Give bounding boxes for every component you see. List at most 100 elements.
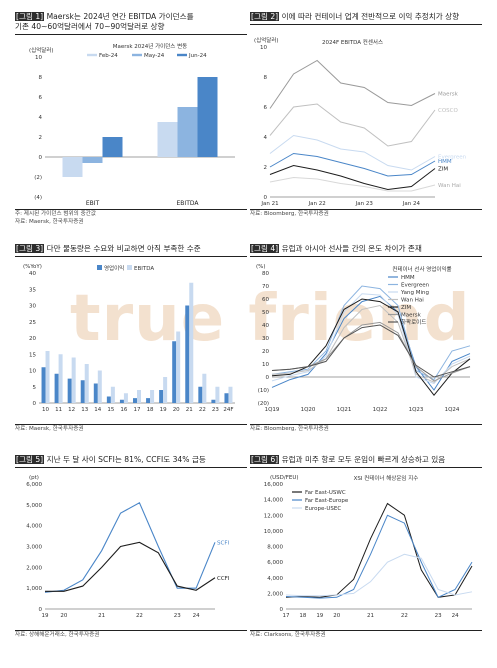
y-tick-label: 12,000	[264, 513, 284, 519]
x-tick-label: 11	[55, 407, 62, 413]
legend-label: 영업이익	[104, 264, 124, 272]
bar-Jun-24-EBITDA	[197, 77, 218, 157]
y-tick-label: 0	[266, 375, 270, 381]
bar-EBITDA-17	[137, 390, 141, 403]
series-label: HMM	[438, 159, 452, 165]
series-line-Wan Hai	[271, 304, 471, 383]
x-tick-label: 18	[147, 407, 154, 413]
y-tick-label: 5,000	[26, 503, 42, 509]
x-tick-label: 12	[68, 407, 75, 413]
title-line-1: Maersk는 2024년 연간 EBITDA 가이던스를	[46, 12, 194, 21]
x-tick-label: Jan 21	[260, 201, 278, 207]
chart-subtitle: 2024F EBITDA 컨센서스	[322, 38, 383, 46]
source-text: 자료: Bloomberg, 한국투자증권	[250, 426, 329, 432]
title-line-1: 지난 두 달 사이 SCFI는 81%, CCFI도 34% 급등	[46, 455, 206, 464]
source-text: 자료: Maersk, 한국투자증권	[15, 219, 84, 225]
x-tick-label: 1Q24	[445, 407, 460, 413]
legend-label: Feb-24	[99, 53, 118, 59]
bar-영업이익-15	[106, 396, 111, 403]
bar-May-24-EBITDA	[177, 107, 198, 157]
x-tick-label: 21	[186, 407, 193, 413]
panel-2-title: [그림 2] 이에 따라 컨테이너 업계 전반적으로 이익 추정치가 상향	[250, 12, 459, 22]
series-line-Evergreen	[271, 285, 471, 381]
x-tick-label: 17	[283, 613, 290, 619]
y-tick-label: 6,000	[26, 482, 42, 488]
x-tick-label: 24	[452, 613, 459, 619]
y-tick-label: 4	[264, 135, 268, 141]
series-label: Maersk	[438, 92, 459, 98]
x-tick-label: 18	[299, 613, 306, 619]
y-tick-label: 20	[262, 349, 269, 355]
source-text: 자료: 상해해운거래소, 한국투자증권	[15, 632, 100, 638]
legend-label: Europe-USEC	[305, 506, 341, 512]
panel-5-title: [그림 5] 지난 두 달 사이 SCFI는 81%, CCFI도 34% 급등	[15, 455, 206, 465]
panel-4: [그림 4] 유럽과 아시아 선사들 간의 온도 차이가 존재 (20) (10)…	[250, 244, 482, 434]
y-tick-label: 4,000	[26, 524, 42, 530]
x-tick-label: 19	[42, 613, 49, 619]
title-rule	[250, 256, 482, 257]
bar-영업이익-18	[146, 398, 151, 403]
source-text: 자료: Clarksons, 한국투자증권	[250, 632, 326, 638]
y-tick-label: 8,000	[267, 545, 283, 551]
bar-영업이익-22	[198, 386, 203, 403]
bar-영업이익-11	[54, 373, 59, 403]
bar-EBITDA-16	[123, 393, 128, 403]
x-tick-label: 19	[160, 407, 167, 413]
y-tick-label: 4	[39, 115, 43, 121]
bar-영업이익-16	[119, 399, 124, 403]
series-line-HMM	[269, 152, 436, 177]
y-tick-label: 0	[39, 607, 43, 613]
legend-label: Jun-24	[188, 53, 207, 59]
y-axis-label: (%YoY)	[23, 264, 42, 270]
series-line-Maersk	[269, 59, 436, 109]
y-tick-label: 0	[280, 607, 284, 613]
source-rule	[250, 424, 482, 425]
bar-영업이익-20	[172, 341, 177, 403]
panel-3-title: [그림 3] 다만 물동량은 수요와 비교하면 아직 부족한 수준	[15, 244, 201, 254]
figure-tag: [그림 1]	[15, 12, 45, 21]
title-rule	[250, 467, 482, 468]
bar-EBITDA-11	[58, 354, 63, 403]
y-tick-label: (4)	[34, 195, 42, 201]
x-tick-label: 15	[107, 407, 114, 413]
series-label: ZIM	[438, 167, 448, 173]
x-tick-label: 14	[94, 407, 101, 413]
figure-tag: [그림 4]	[250, 244, 280, 253]
legend-label: Far East-Europe	[305, 498, 349, 504]
legend-label: HMM	[401, 275, 415, 281]
series-line-Europe-USEC	[285, 553, 473, 597]
figure-tag: [그림 3]	[15, 244, 45, 253]
title-line-1: 유럽과 아시아 선사들 간의 온도 차이가 존재	[281, 244, 422, 253]
y-tick-label: 4,000	[267, 576, 283, 582]
chart-ebitda-consensus: 0 2 4 6 8 10(십억달러) 2024F EBITDA 컨센서스 Maersk COSC…	[254, 36, 467, 207]
series-line-SCFI	[44, 501, 216, 593]
x-tick-label: 23	[174, 613, 181, 619]
y-tick-label: 16,000	[264, 482, 284, 488]
series-label: CCFI	[217, 576, 230, 582]
x-tick-label: 20	[333, 613, 340, 619]
x-tick-label: 1Q22	[373, 407, 388, 413]
series-line-Far East-Europe	[285, 514, 473, 599]
bar-Feb-24-EBIT	[62, 157, 83, 177]
y-tick-label: 8	[39, 75, 43, 81]
source-rule	[15, 424, 247, 425]
series-line-하팍로이드	[271, 324, 471, 378]
legend-label: May-24	[144, 53, 165, 59]
bar-EBITDA-14	[97, 370, 102, 403]
x-tick-label: 16	[120, 407, 127, 413]
legend-swatch	[97, 265, 102, 270]
bar-EBITDA-20	[176, 331, 181, 403]
figure-tag: [그림 5]	[15, 455, 45, 464]
panel-6: [그림 6] 유럽과 미주 항로 모두 운임이 빠르게 상승하고 있음 0 2,0…	[250, 455, 482, 645]
bar-영업이익-10	[41, 367, 46, 403]
x-tick-label: 23	[212, 407, 219, 413]
source-text: 자료: Maersk, 한국투자증권	[15, 426, 84, 432]
bar-EBITDA-21	[189, 282, 194, 403]
bar-영업이익-13	[80, 380, 85, 403]
legend-label: ZIM	[401, 305, 411, 311]
bar-EBITDA-23	[215, 386, 220, 403]
bar-영업이익-23	[211, 399, 216, 403]
panel-3: [그림 3] 다만 물동량은 수요와 비교하면 아직 부족한 수준 0 5 10 15…	[15, 244, 247, 434]
bar-EBITDA-12	[71, 357, 76, 403]
title-rule	[15, 467, 247, 468]
